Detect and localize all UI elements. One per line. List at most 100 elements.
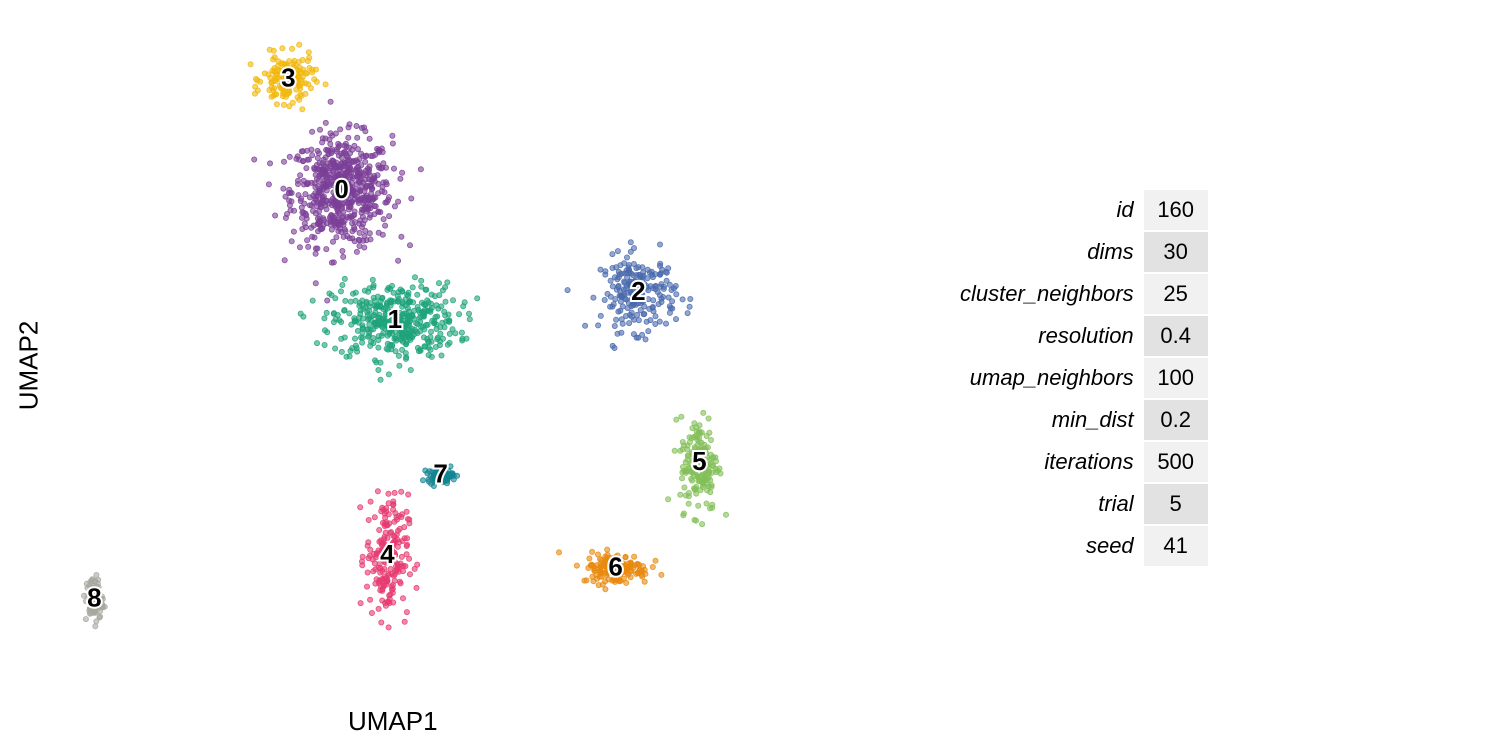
scatter-point xyxy=(380,216,387,223)
scatter-point xyxy=(631,316,638,323)
scatter-point xyxy=(83,598,90,605)
scatter-point xyxy=(439,287,446,294)
scatter-point xyxy=(370,284,377,291)
scatter-point xyxy=(383,310,390,317)
scatter-point xyxy=(418,283,425,290)
scatter-point xyxy=(459,337,466,344)
scatter-point xyxy=(657,241,664,248)
scatter-point xyxy=(382,222,389,229)
scatter-point xyxy=(399,311,406,318)
scatter-point xyxy=(366,321,373,328)
scatter-point xyxy=(644,275,651,282)
scatter-point xyxy=(609,251,616,258)
scatter-point xyxy=(341,306,348,313)
scatter-point xyxy=(323,309,330,316)
scatter-point xyxy=(251,90,258,97)
param-row: min_dist 0.2 xyxy=(960,400,1208,440)
scatter-point xyxy=(327,130,334,137)
scatter-point xyxy=(564,287,571,294)
scatter-point xyxy=(413,584,420,591)
scatter-point xyxy=(392,348,399,355)
scatter-point xyxy=(671,447,678,454)
scatter-point xyxy=(346,162,353,169)
param-value: 500 xyxy=(1143,442,1208,482)
scatter-point xyxy=(626,320,633,327)
param-name: iterations xyxy=(1044,449,1134,474)
scatter-point xyxy=(708,482,715,489)
scatter-point xyxy=(456,311,463,318)
scatter-point xyxy=(420,334,427,341)
param-name: dims xyxy=(1087,239,1134,264)
scatter-point xyxy=(353,123,360,130)
param-name: min_dist xyxy=(1051,407,1134,432)
scatter-point xyxy=(293,66,300,73)
scatter-point xyxy=(385,371,392,378)
scatter-point xyxy=(290,228,297,235)
scatter-point xyxy=(291,207,298,214)
scatter-point xyxy=(385,490,392,497)
scatter-point xyxy=(361,244,368,251)
scatter-point xyxy=(357,504,364,511)
scatter-point xyxy=(614,276,621,283)
scatter-point xyxy=(431,320,438,327)
scatter-point xyxy=(406,242,413,249)
scatter-point xyxy=(445,311,452,318)
scatter-point xyxy=(305,243,312,250)
scatter-point xyxy=(595,565,602,572)
scatter-point xyxy=(286,186,293,193)
scatter-point xyxy=(367,596,374,603)
scatter-point xyxy=(395,257,402,264)
scatter-point xyxy=(435,305,442,312)
scatter-point xyxy=(705,415,712,422)
scatter-point xyxy=(394,543,401,550)
scatter-point xyxy=(358,150,365,157)
scatter-point xyxy=(309,152,316,159)
scatter-point xyxy=(669,298,676,305)
scatter-point xyxy=(417,166,424,173)
scatter-point xyxy=(352,297,359,304)
scatter-point xyxy=(382,199,389,206)
scatter-point xyxy=(356,229,363,236)
cluster-label: 4 xyxy=(380,539,395,569)
scatter-point xyxy=(403,508,410,515)
scatter-point xyxy=(443,318,450,325)
scatter-point xyxy=(296,156,303,163)
param-row: iterations 500 xyxy=(960,442,1208,482)
scatter-point xyxy=(411,565,418,572)
scatter-point xyxy=(323,187,330,194)
scatter-point xyxy=(435,280,442,287)
scatter-point xyxy=(387,566,394,573)
scatter-point xyxy=(317,171,324,178)
scatter-point xyxy=(692,485,699,492)
scatter-point xyxy=(586,555,593,562)
scatter-point xyxy=(631,278,638,285)
scatter-point xyxy=(466,316,473,323)
scatter-point xyxy=(363,583,370,590)
scatter-point xyxy=(387,529,394,536)
scatter-point xyxy=(427,328,434,335)
scatter-point xyxy=(691,465,698,472)
scatter-point xyxy=(327,98,334,105)
scatter-point xyxy=(390,289,397,296)
scatter-point xyxy=(658,295,665,302)
scatter-point xyxy=(452,330,459,337)
cluster-label: 5 xyxy=(692,446,706,476)
scatter-point xyxy=(366,303,373,310)
param-row: trial 5 xyxy=(960,484,1208,524)
scatter-point xyxy=(389,542,396,549)
scatter-point xyxy=(685,493,692,500)
scatter-point xyxy=(449,326,456,333)
scatter-point xyxy=(319,139,326,146)
scatter-point xyxy=(371,514,378,521)
scatter-point xyxy=(324,297,331,304)
scatter-point xyxy=(589,548,596,555)
scatter-point xyxy=(316,126,323,133)
scatter-point xyxy=(99,596,106,603)
scatter-point xyxy=(361,217,368,224)
scatter-point xyxy=(601,296,608,303)
scatter-point xyxy=(93,618,100,625)
scatter-point xyxy=(611,344,618,351)
scatter-point xyxy=(302,90,309,97)
scatter-point xyxy=(375,180,382,187)
scatter-point xyxy=(347,298,354,305)
